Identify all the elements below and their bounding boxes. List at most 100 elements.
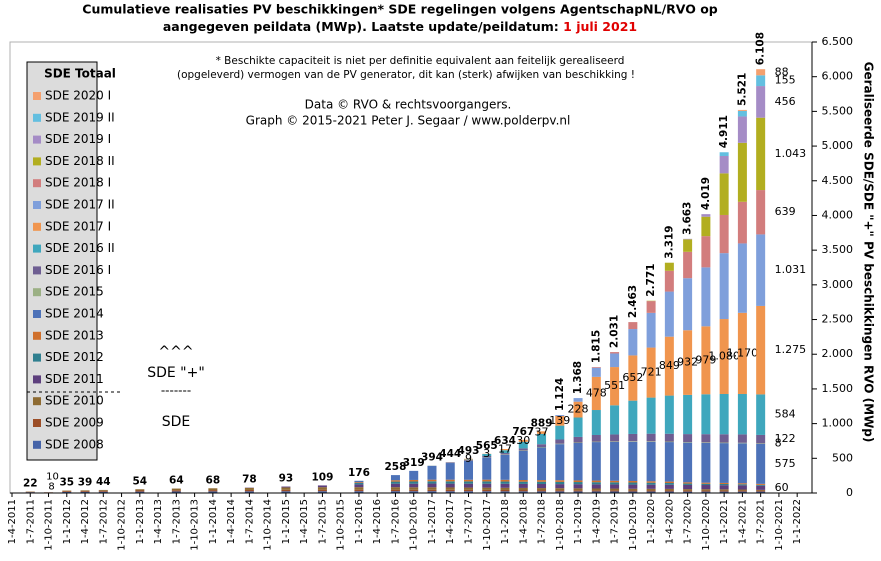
segment-label: 155	[775, 74, 796, 87]
bar-segment	[610, 367, 620, 406]
bar-segment	[756, 75, 766, 87]
x-tick-label: 1-10-2020	[701, 499, 712, 551]
total-label: 6.108	[755, 32, 767, 65]
y-tick-label: 5.000	[822, 139, 854, 152]
bar-segment	[409, 489, 419, 492]
bar-segment	[591, 482, 601, 485]
x-tick-label: 1-1-2014	[208, 499, 219, 544]
bar-segment	[591, 480, 601, 483]
bar-segment	[482, 487, 492, 490]
bar-segment	[701, 214, 711, 217]
segment-label: 849	[659, 359, 680, 372]
bar-segment	[664, 270, 674, 292]
bar-segment	[464, 491, 473, 493]
bar-segment	[354, 487, 364, 490]
segment-label: 584	[775, 408, 796, 421]
bar-segment	[737, 312, 747, 394]
bar-segment	[646, 491, 656, 493]
bar-segment	[719, 173, 729, 215]
bar-segment	[427, 489, 437, 492]
segment-label: 88	[775, 65, 789, 78]
bar-segment	[482, 489, 492, 492]
x-tick-label: 1-10-2018	[555, 499, 566, 551]
bar-segment	[518, 490, 528, 492]
bar-segment	[628, 433, 638, 442]
segment-label: 652	[622, 371, 643, 384]
bar-segment	[518, 441, 528, 449]
segment-label: 721	[641, 366, 662, 379]
bar-segment	[646, 484, 656, 489]
bar-segment	[737, 393, 747, 435]
total-label: 1.368	[572, 361, 584, 394]
bar-segment	[610, 490, 620, 492]
chart-title: Cumulatieve realisaties PV beschikkingen…	[82, 2, 718, 17]
bar-segment	[482, 491, 492, 493]
bar-segment	[135, 489, 145, 491]
credit-line: Data © RVO & rechtsvoorgangers.	[305, 98, 512, 112]
bar-segment	[756, 491, 766, 493]
bar-segment	[518, 483, 528, 488]
bar-segment	[464, 461, 473, 480]
bar-segment	[756, 484, 766, 486]
bar-segment	[737, 443, 747, 484]
bar-segment	[664, 488, 674, 491]
bar-segment	[756, 117, 766, 191]
legend-note: ^^^	[158, 344, 193, 360]
bar-segment	[390, 483, 400, 488]
legend-label: SDE 2010	[45, 394, 104, 408]
bar-segment	[464, 479, 473, 482]
x-tick-label: 1-4-2012	[80, 499, 91, 544]
bar-segment	[646, 347, 656, 398]
legend-label: SDE 2009	[45, 416, 104, 430]
bar-segment	[719, 491, 729, 493]
x-tick-label: 1-10-2015	[336, 499, 347, 551]
bar-segment	[628, 480, 638, 483]
total-label: 68	[206, 474, 221, 486]
note-line: (opgeleverd) vermogen van de PV generato…	[177, 69, 635, 81]
bar-segment	[737, 489, 747, 491]
bar-segment	[719, 319, 729, 394]
note-line: * Beschikte capaciteit is niet per defin…	[216, 55, 625, 67]
total-label: 1.124	[554, 378, 566, 411]
legend-swatch	[33, 244, 41, 253]
bar-segment	[610, 491, 620, 493]
bar-segment	[281, 486, 291, 488]
bar-segment	[518, 448, 528, 451]
bar-segment	[610, 482, 620, 485]
segment-label: 37	[535, 426, 549, 439]
bar-segment	[135, 490, 145, 492]
chart-subtitle: aangegeven peildata (MWp). Laatste updat…	[163, 19, 637, 34]
total-label: 78	[242, 474, 257, 486]
x-tick-label: 1-1-2021	[719, 499, 730, 544]
x-tick-label: 1-7-2015	[317, 499, 328, 544]
bar-segment	[646, 481, 656, 483]
y-axis-label: Geraliseerde SDE/SDE "+" PV beschikkinge…	[862, 62, 876, 443]
bar-segment	[98, 490, 108, 492]
bar-segment	[628, 400, 638, 434]
total-label: 109	[311, 471, 333, 483]
bar-segment	[756, 234, 766, 306]
x-tick-label: 1-1-2012	[62, 499, 73, 544]
bar-segment	[664, 481, 674, 484]
bar-segment	[573, 484, 583, 489]
bar-segment	[664, 262, 674, 271]
bar-segment	[719, 393, 729, 435]
bar-segment	[664, 490, 674, 492]
segment-label: 17	[498, 443, 512, 456]
y-tick-label: 1.500	[822, 382, 854, 395]
legend-swatch	[33, 157, 41, 166]
bar-segment	[482, 457, 492, 480]
bar-segment	[409, 479, 419, 482]
bar-segment	[464, 458, 473, 460]
bar-segment	[683, 491, 693, 493]
x-tick-label: 1-7-2020	[683, 499, 694, 544]
bar-segment	[756, 443, 766, 484]
legend-swatch	[33, 419, 41, 427]
bar-segment	[537, 483, 547, 489]
bar-segment	[555, 415, 565, 416]
bar-segment	[427, 481, 437, 484]
y-tick-label: 500	[832, 451, 853, 464]
legend-box	[26, 61, 98, 461]
total-label: 4.911	[718, 115, 730, 148]
x-tick-label: 1-4-2020	[664, 499, 675, 544]
